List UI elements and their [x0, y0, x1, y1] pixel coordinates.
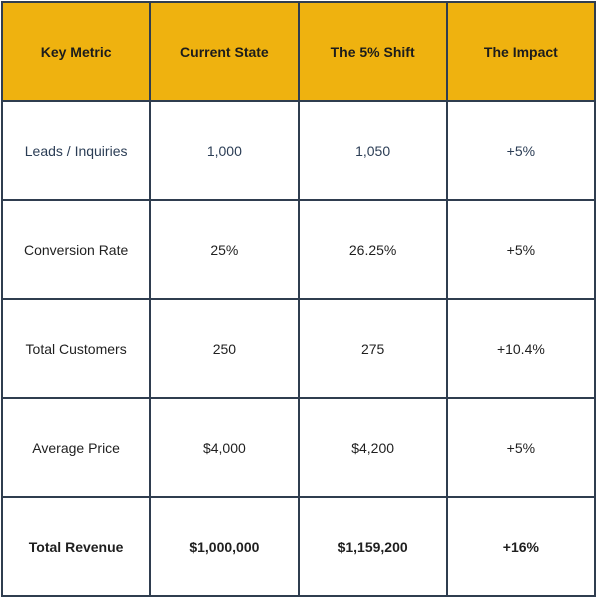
impact-value: +10.4%	[445, 298, 596, 399]
table-row: Total Customers 250 275 +10.4%	[0, 298, 596, 399]
impact-value: +16%	[445, 496, 596, 597]
header-5-percent-shift: The 5% Shift	[297, 1, 448, 102]
shift-value: $4,200	[297, 397, 448, 498]
shift-value: 26.25%	[297, 199, 448, 300]
shift-value: 1,050	[297, 100, 448, 201]
impact-value: +5%	[445, 397, 596, 498]
row-label-total-customers: Total Customers	[0, 298, 152, 399]
current-state-value: 25%	[149, 199, 300, 300]
row-label-average-price: Average Price	[0, 397, 152, 498]
shift-value: 275	[297, 298, 448, 399]
table-row: Average Price $4,000 $4,200 +5%	[0, 397, 596, 498]
table-row: Leads / Inquiries 1,000 1,050 +5%	[0, 100, 596, 201]
current-state-value: $1,000,000	[149, 496, 300, 597]
table-header-row: Key Metric Current State The 5% Shift Th…	[0, 1, 596, 102]
current-state-value: 250	[149, 298, 300, 399]
row-label-total-revenue: Total Revenue	[0, 496, 152, 597]
header-key-metric: Key Metric	[0, 1, 152, 102]
table-row: Conversion Rate 25% 26.25% +5%	[0, 199, 596, 300]
impact-value: +5%	[445, 199, 596, 300]
shift-value: $1,159,200	[297, 496, 448, 597]
table-row-total: Total Revenue $1,000,000 $1,159,200 +16%	[0, 496, 596, 597]
current-state-value: 1,000	[149, 100, 300, 201]
header-the-impact: The Impact	[445, 1, 596, 102]
row-label-conversion-rate: Conversion Rate	[0, 199, 152, 300]
impact-value: +5%	[445, 100, 596, 201]
current-state-value: $4,000	[149, 397, 300, 498]
header-current-state: Current State	[149, 1, 300, 102]
row-label-leads-inquiries: Leads / Inquiries	[0, 100, 152, 201]
